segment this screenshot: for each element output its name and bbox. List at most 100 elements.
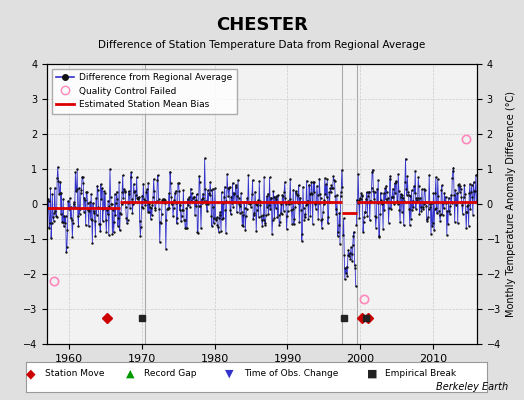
Point — [211, 185, 219, 192]
Point — [367, 198, 375, 204]
Point — [283, 213, 291, 220]
Point — [269, 188, 277, 194]
Point — [257, 217, 266, 223]
Point — [433, 176, 442, 182]
Point — [123, 220, 131, 226]
Point — [287, 200, 295, 206]
Point — [427, 231, 435, 237]
Point — [126, 174, 135, 180]
Point — [105, 232, 113, 238]
Point — [378, 201, 387, 208]
Point — [455, 188, 464, 195]
Point — [45, 198, 53, 204]
Point — [159, 196, 167, 202]
Point — [57, 211, 65, 217]
Point — [138, 205, 147, 211]
Point — [152, 198, 161, 204]
Point — [195, 173, 203, 179]
Text: Time of Obs. Change: Time of Obs. Change — [244, 370, 338, 378]
Point — [215, 215, 223, 221]
Point — [271, 204, 280, 211]
Point — [46, 220, 54, 226]
Point — [295, 219, 303, 226]
Point — [90, 208, 99, 215]
Point — [468, 193, 476, 200]
Point — [459, 198, 467, 205]
Point — [275, 212, 283, 218]
Point — [163, 206, 171, 212]
Point — [464, 222, 473, 229]
Point — [259, 212, 267, 218]
Point — [138, 192, 146, 199]
Point — [195, 179, 204, 185]
Point — [282, 226, 291, 232]
Point — [225, 185, 233, 191]
Point — [404, 189, 412, 195]
Point — [297, 199, 305, 206]
Point — [160, 196, 168, 202]
Point — [336, 241, 344, 247]
Y-axis label: Monthly Temperature Anomaly Difference (°C): Monthly Temperature Anomaly Difference (… — [507, 91, 517, 317]
Point — [298, 237, 306, 244]
Point — [445, 210, 454, 217]
Point — [62, 249, 70, 255]
Point — [193, 228, 202, 235]
Point — [155, 206, 163, 213]
Point — [317, 216, 325, 223]
Point — [347, 244, 355, 250]
Point — [418, 204, 427, 210]
Point — [457, 194, 465, 200]
Point — [292, 190, 300, 196]
Point — [90, 210, 98, 216]
Point — [366, 217, 374, 223]
Point — [444, 220, 452, 227]
Point — [443, 208, 452, 214]
Point — [362, 196, 370, 202]
Point — [190, 194, 199, 200]
Point — [260, 219, 269, 226]
Point — [179, 207, 187, 213]
Point — [82, 189, 91, 196]
Point — [139, 180, 148, 187]
Point — [466, 206, 475, 212]
Point — [217, 189, 226, 196]
Point — [108, 231, 117, 238]
Point — [95, 220, 104, 227]
Point — [270, 194, 278, 200]
Point — [435, 212, 444, 219]
Point — [294, 182, 303, 188]
Point — [63, 227, 72, 234]
Point — [59, 218, 67, 225]
Point — [460, 194, 468, 200]
Point — [360, 214, 368, 220]
Point — [199, 190, 207, 197]
Point — [375, 234, 383, 240]
Point — [163, 206, 172, 212]
Point — [332, 211, 341, 217]
Point — [411, 168, 419, 174]
Point — [353, 200, 362, 207]
Point — [305, 182, 313, 188]
Point — [312, 199, 321, 206]
Point — [190, 194, 198, 200]
Point — [69, 220, 77, 226]
Point — [406, 222, 414, 228]
Point — [428, 222, 436, 229]
Point — [407, 187, 416, 194]
Point — [370, 196, 378, 202]
Point — [285, 201, 293, 208]
Point — [145, 201, 154, 207]
Point — [156, 219, 165, 226]
Point — [465, 190, 474, 197]
Point — [232, 184, 241, 190]
Point — [70, 199, 79, 205]
Point — [328, 185, 336, 191]
Point — [219, 215, 227, 222]
Point — [230, 191, 238, 198]
Point — [115, 227, 124, 234]
Point — [142, 188, 150, 195]
Point — [286, 176, 294, 182]
Point — [255, 178, 264, 184]
Point — [229, 204, 237, 210]
Point — [293, 192, 301, 198]
